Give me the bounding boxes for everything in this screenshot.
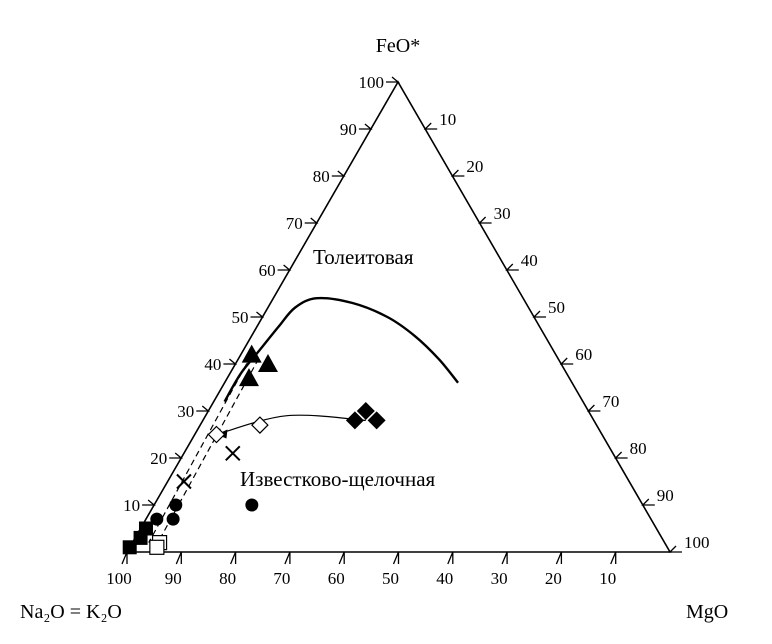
left-tick-label: 10 bbox=[123, 496, 140, 515]
right-tick-label: 30 bbox=[494, 204, 511, 223]
field-label-tholeiitic: Толеитовая bbox=[313, 245, 414, 269]
bottom-tick-mark bbox=[175, 551, 182, 565]
left-tick-mark bbox=[196, 405, 211, 412]
left-tick-label: 30 bbox=[177, 402, 194, 421]
corner-label-mgo: MgO bbox=[686, 601, 728, 623]
bottom-tick-label: 80 bbox=[219, 569, 236, 588]
right-tick-mark bbox=[641, 498, 655, 506]
filled-square-marker bbox=[133, 530, 148, 545]
right-tick-mark bbox=[423, 122, 438, 130]
left-tick-label: 20 bbox=[150, 449, 167, 468]
data-markers bbox=[122, 344, 386, 555]
filled-triangle-marker bbox=[241, 344, 262, 363]
bottom-tick-label: 50 bbox=[382, 569, 399, 588]
right-tick-mark bbox=[614, 451, 628, 459]
left-tick-mark bbox=[277, 264, 292, 271]
left-tick-label: 80 bbox=[313, 167, 330, 186]
left-tick-mark bbox=[331, 170, 346, 177]
right-tick-label: 60 bbox=[575, 345, 592, 364]
corner-label-feo: FeO* bbox=[376, 35, 420, 57]
bottom-tick-mark bbox=[447, 551, 454, 565]
right-tick-label: 90 bbox=[657, 486, 674, 505]
filled-circle-marker bbox=[245, 498, 259, 512]
filled-diamond-marker bbox=[356, 402, 375, 420]
bottom-tick-mark bbox=[610, 551, 617, 565]
filled-diamond-marker bbox=[367, 411, 386, 430]
right-axis-tick-labels: 10 20 30 40 50 60 70 80 90 100 bbox=[439, 110, 709, 552]
bottom-axis-tick-labels: 100 90 80 70 60 50 40 30 20 10 bbox=[106, 569, 616, 588]
left-tick-mark bbox=[142, 499, 156, 506]
bottom-tick-mark bbox=[338, 551, 345, 565]
right-tick-mark bbox=[532, 310, 546, 318]
right-tick-mark bbox=[450, 169, 465, 177]
evolution-trend-line bbox=[216, 414, 366, 436]
dashed-mixing-line-upper bbox=[148, 354, 253, 543]
tholeiitic-calc-alkaline-boundary-curve bbox=[223, 296, 459, 403]
filled-square-marker bbox=[122, 540, 137, 555]
right-tick-label: 100 bbox=[684, 533, 710, 552]
left-tick-label: 90 bbox=[340, 120, 357, 139]
bottom-tick-mark bbox=[501, 551, 508, 565]
left-tick-label: 100 bbox=[359, 73, 385, 92]
left-tick-mark bbox=[223, 358, 238, 365]
open-diamond-marker bbox=[251, 416, 269, 434]
bottom-tick-label: 20 bbox=[545, 569, 562, 588]
right-tick-mark bbox=[478, 216, 492, 224]
bottom-tick-mark bbox=[284, 551, 291, 565]
bottom-tick-label: 90 bbox=[165, 569, 182, 588]
left-tick-mark bbox=[358, 123, 373, 130]
cross-marker bbox=[176, 473, 192, 490]
left-tick-label: 60 bbox=[259, 261, 276, 280]
right-tick-label: 20 bbox=[466, 157, 483, 176]
filled-circle-marker bbox=[166, 512, 180, 526]
bottom-tick-label: 40 bbox=[436, 569, 453, 588]
left-tick-label: 70 bbox=[286, 214, 303, 233]
bottom-tick-mark bbox=[392, 551, 400, 565]
right-tick-label: 70 bbox=[602, 392, 619, 411]
tick-marks bbox=[121, 76, 682, 565]
dashed-mixing-line-lower bbox=[155, 358, 260, 547]
bottom-tick-mark bbox=[230, 551, 237, 565]
right-tick-mark bbox=[559, 357, 574, 365]
right-tick-label: 80 bbox=[630, 439, 647, 458]
right-tick-label: 40 bbox=[521, 251, 538, 270]
left-tick-mark bbox=[169, 452, 183, 459]
corner-label-na2o-k2o: Na₂O = K₂O bbox=[20, 601, 122, 623]
open-square-marker bbox=[149, 539, 165, 555]
filled-diamond-marker bbox=[345, 411, 364, 430]
bottom-tick-label: 60 bbox=[328, 569, 345, 588]
filled-circle-marker bbox=[150, 512, 164, 526]
right-tick-label: 50 bbox=[548, 298, 565, 317]
filled-triangle-marker bbox=[257, 354, 278, 372]
left-tick-mark bbox=[386, 76, 400, 83]
curves bbox=[148, 296, 459, 547]
right-tick-mark bbox=[586, 404, 601, 412]
bottom-tick-mark bbox=[555, 551, 563, 565]
left-tick-label: 50 bbox=[232, 308, 249, 327]
bottom-tick-label: 10 bbox=[599, 569, 616, 588]
left-tick-mark bbox=[250, 311, 265, 318]
bottom-tick-label: 70 bbox=[273, 569, 290, 588]
right-tick-mark bbox=[668, 545, 682, 553]
bottom-tick-label: 100 bbox=[106, 569, 132, 588]
open-diamond-marker bbox=[207, 425, 226, 444]
field-label-calc-alkaline: Известково-щелочная bbox=[240, 467, 436, 491]
left-tick-label: 40 bbox=[204, 355, 221, 374]
left-tick-mark bbox=[304, 217, 319, 224]
right-tick-label: 10 bbox=[439, 110, 456, 129]
cross-marker bbox=[225, 445, 241, 462]
left-axis-tick-labels: 10 20 30 40 50 60 70 80 90 100 bbox=[123, 73, 384, 515]
filled-circle-marker bbox=[169, 498, 183, 512]
right-tick-mark bbox=[505, 263, 519, 271]
bottom-tick-label: 30 bbox=[491, 569, 508, 588]
filled-triangle-marker bbox=[238, 368, 259, 387]
